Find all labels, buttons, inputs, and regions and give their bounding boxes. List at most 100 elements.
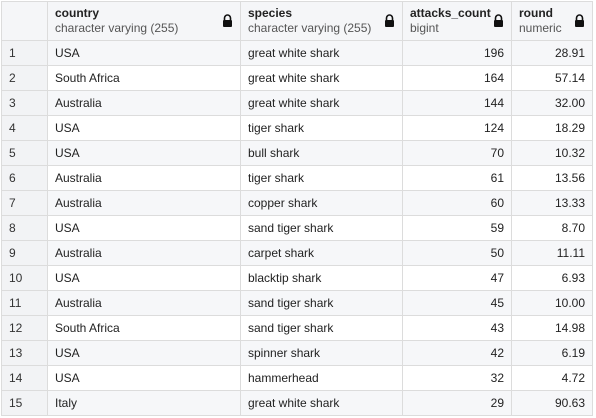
cell-round[interactable]: 10.32 bbox=[511, 140, 593, 166]
table-row[interactable]: 15 Italy great white shark 29 90.63 bbox=[1, 390, 593, 416]
cell-country[interactable]: Australia bbox=[47, 290, 241, 316]
table-row[interactable]: 14 USA hammerhead 32 4.72 bbox=[1, 365, 593, 391]
row-number[interactable]: 2 bbox=[1, 65, 48, 91]
cell-country[interactable]: Australia bbox=[47, 165, 241, 191]
cell-attacks-count[interactable]: 124 bbox=[402, 115, 512, 141]
cell-species[interactable]: blacktip shark bbox=[240, 265, 403, 291]
cell-attacks-count[interactable]: 45 bbox=[402, 290, 512, 316]
row-number[interactable]: 8 bbox=[1, 215, 48, 241]
row-number[interactable]: 15 bbox=[1, 390, 48, 416]
cell-country[interactable]: USA bbox=[47, 265, 241, 291]
table-row[interactable]: 2 South Africa great white shark 164 57.14 bbox=[1, 65, 593, 91]
table-row[interactable]: 10 USA blacktip shark 47 6.93 bbox=[1, 265, 593, 291]
cell-round[interactable]: 4.72 bbox=[511, 365, 593, 391]
cell-attacks-count[interactable]: 196 bbox=[402, 40, 512, 66]
column-name: country bbox=[55, 6, 100, 20]
cell-round[interactable]: 57.14 bbox=[511, 65, 593, 91]
cell-species[interactable]: copper shark bbox=[240, 190, 403, 216]
cell-attacks-count[interactable]: 70 bbox=[402, 140, 512, 166]
cell-species[interactable]: bull shark bbox=[240, 140, 403, 166]
table-row[interactable]: 12 South Africa sand tiger shark 43 14.98 bbox=[1, 315, 593, 341]
row-number[interactable]: 4 bbox=[1, 115, 48, 141]
cell-round[interactable]: 28.91 bbox=[511, 40, 593, 66]
row-number[interactable]: 12 bbox=[1, 315, 48, 341]
row-number[interactable]: 6 bbox=[1, 165, 48, 191]
table-row[interactable]: 6 Australia tiger shark 61 13.56 bbox=[1, 165, 593, 191]
cell-round[interactable]: 90.63 bbox=[511, 390, 593, 416]
cell-attacks-count[interactable]: 32 bbox=[402, 365, 512, 391]
cell-species[interactable]: tiger shark bbox=[240, 115, 403, 141]
row-number[interactable]: 7 bbox=[1, 190, 48, 216]
cell-round[interactable]: 18.29 bbox=[511, 115, 593, 141]
cell-attacks-count[interactable]: 29 bbox=[402, 390, 512, 416]
row-number[interactable]: 9 bbox=[1, 240, 48, 266]
cell-country[interactable]: Australia bbox=[47, 240, 241, 266]
cell-country[interactable]: South Africa bbox=[47, 65, 241, 91]
cell-country[interactable]: USA bbox=[47, 140, 241, 166]
row-number-header[interactable] bbox=[1, 1, 48, 41]
row-number[interactable]: 14 bbox=[1, 365, 48, 391]
cell-species[interactable]: sand tiger shark bbox=[240, 215, 403, 241]
cell-species[interactable]: carpet shark bbox=[240, 240, 403, 266]
cell-country[interactable]: Italy bbox=[47, 390, 241, 416]
cell-round[interactable]: 6.93 bbox=[511, 265, 593, 291]
table-row[interactable]: 9 Australia carpet shark 50 11.11 bbox=[1, 240, 593, 266]
cell-round[interactable]: 13.33 bbox=[511, 190, 593, 216]
cell-attacks-count[interactable]: 164 bbox=[402, 65, 512, 91]
cell-species[interactable]: great white shark bbox=[240, 390, 403, 416]
cell-attacks-count[interactable]: 61 bbox=[402, 165, 512, 191]
cell-attacks-count[interactable]: 43 bbox=[402, 315, 512, 341]
cell-round[interactable]: 14.98 bbox=[511, 315, 593, 341]
cell-round[interactable]: 32.00 bbox=[511, 90, 593, 116]
table-row[interactable]: 7 Australia copper shark 60 13.33 bbox=[1, 190, 593, 216]
cell-species[interactable]: sand tiger shark bbox=[240, 290, 403, 316]
column-header-attacks-count[interactable]: attacks_count bigint bbox=[402, 1, 512, 41]
cell-species[interactable]: spinner shark bbox=[240, 340, 403, 366]
row-number[interactable]: 10 bbox=[1, 265, 48, 291]
column-name: species bbox=[248, 6, 293, 20]
cell-species[interactable]: great white shark bbox=[240, 65, 403, 91]
cell-country[interactable]: USA bbox=[47, 365, 241, 391]
cell-attacks-count[interactable]: 42 bbox=[402, 340, 512, 366]
cell-country[interactable]: Australia bbox=[47, 90, 241, 116]
row-number[interactable]: 3 bbox=[1, 90, 48, 116]
row-number[interactable]: 1 bbox=[1, 40, 48, 66]
table-row[interactable]: 11 Australia sand tiger shark 45 10.00 bbox=[1, 290, 593, 316]
row-number[interactable]: 11 bbox=[1, 290, 48, 316]
cell-species[interactable]: sand tiger shark bbox=[240, 315, 403, 341]
cell-round[interactable]: 10.00 bbox=[511, 290, 593, 316]
column-header-round[interactable]: round numeric bbox=[511, 1, 593, 41]
table-row[interactable]: 8 USA sand tiger shark 59 8.70 bbox=[1, 215, 593, 241]
cell-country[interactable]: USA bbox=[47, 40, 241, 66]
cell-species[interactable]: hammerhead bbox=[240, 365, 403, 391]
column-name: round bbox=[519, 6, 553, 20]
cell-round[interactable]: 13.56 bbox=[511, 165, 593, 191]
cell-round[interactable]: 6.19 bbox=[511, 340, 593, 366]
cell-country[interactable]: South Africa bbox=[47, 315, 241, 341]
cell-country[interactable]: USA bbox=[47, 215, 241, 241]
cell-country[interactable]: USA bbox=[47, 340, 241, 366]
cell-attacks-count[interactable]: 47 bbox=[402, 265, 512, 291]
cell-round[interactable]: 8.70 bbox=[511, 215, 593, 241]
column-header-country[interactable]: country character varying (255) bbox=[47, 1, 241, 41]
row-number[interactable]: 5 bbox=[1, 140, 48, 166]
table-row[interactable]: 1 USA great white shark 196 28.91 bbox=[1, 40, 593, 66]
column-header-species[interactable]: species character varying (255) bbox=[240, 1, 403, 41]
column-type: numeric bbox=[519, 21, 562, 35]
table-row[interactable]: 5 USA bull shark 70 10.32 bbox=[1, 140, 593, 166]
cell-species[interactable]: tiger shark bbox=[240, 165, 403, 191]
cell-country[interactable]: Australia bbox=[47, 190, 241, 216]
cell-round[interactable]: 11.11 bbox=[511, 240, 593, 266]
row-number[interactable]: 13 bbox=[1, 340, 48, 366]
table-row[interactable]: 3 Australia great white shark 144 32.00 bbox=[1, 90, 593, 116]
column-type: bigint bbox=[410, 21, 439, 35]
cell-attacks-count[interactable]: 144 bbox=[402, 90, 512, 116]
cell-species[interactable]: great white shark bbox=[240, 40, 403, 66]
cell-attacks-count[interactable]: 60 bbox=[402, 190, 512, 216]
cell-species[interactable]: great white shark bbox=[240, 90, 403, 116]
cell-attacks-count[interactable]: 59 bbox=[402, 215, 512, 241]
table-row[interactable]: 4 USA tiger shark 124 18.29 bbox=[1, 115, 593, 141]
cell-country[interactable]: USA bbox=[47, 115, 241, 141]
cell-attacks-count[interactable]: 50 bbox=[402, 240, 512, 266]
table-row[interactable]: 13 USA spinner shark 42 6.19 bbox=[1, 340, 593, 366]
